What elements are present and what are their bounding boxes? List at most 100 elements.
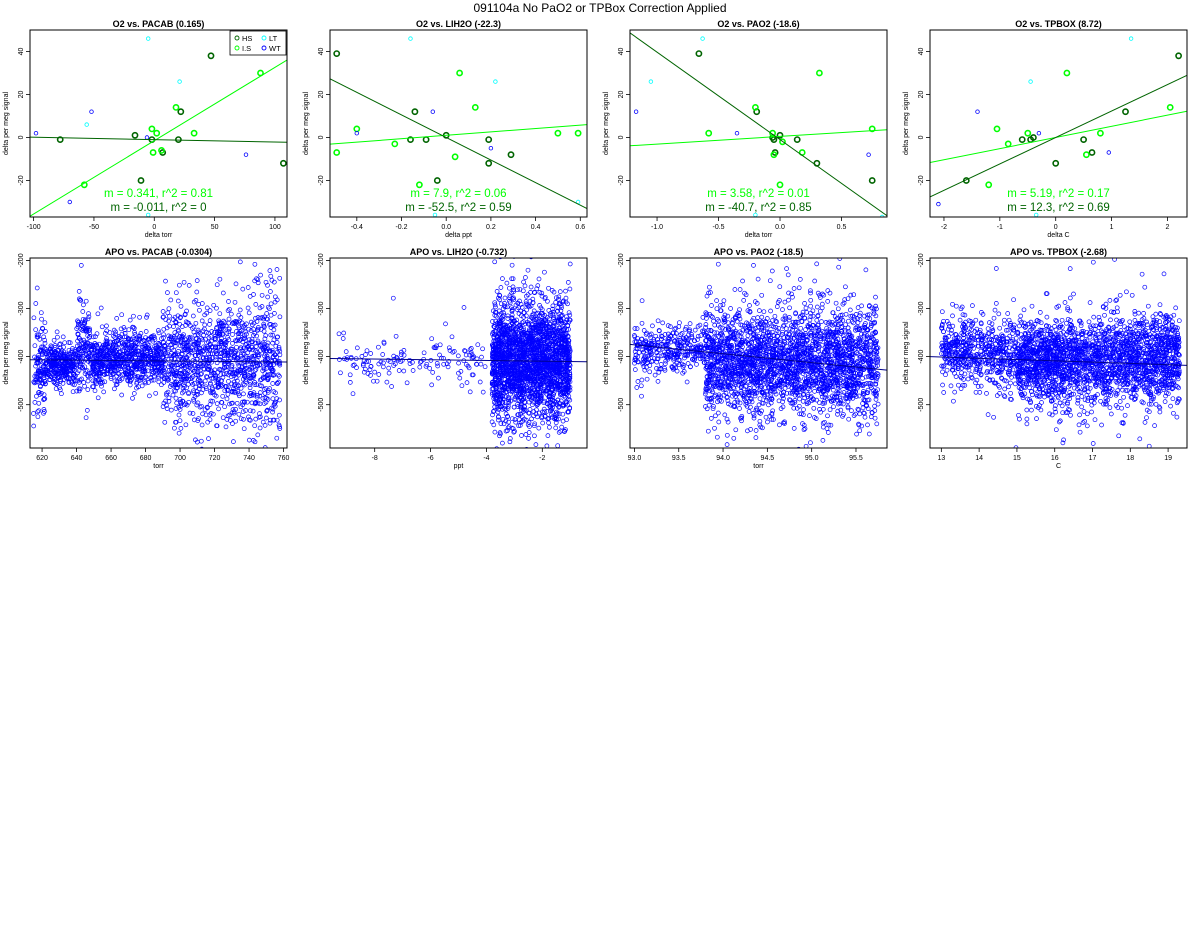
data-point [208, 373, 214, 379]
data-point [67, 372, 73, 378]
data-point [243, 377, 249, 383]
x-axis-label: delta C [1047, 232, 1069, 239]
data-point [347, 380, 353, 385]
data-point [104, 348, 110, 353]
data-point [264, 408, 270, 414]
data-point [157, 343, 163, 349]
data-point [208, 382, 213, 387]
data-point [85, 316, 91, 322]
data-point [252, 380, 258, 385]
data-point [223, 340, 229, 346]
data-point [147, 362, 152, 368]
data-point [79, 364, 85, 370]
data-point [256, 354, 262, 359]
data-point [42, 337, 48, 343]
data-point [71, 358, 77, 364]
data-point [206, 366, 212, 372]
data-point [76, 380, 82, 385]
data-point [55, 375, 60, 381]
data-point [238, 353, 244, 359]
data-point [112, 368, 118, 374]
data-point [41, 392, 47, 398]
data-point [478, 361, 484, 367]
data-point [240, 336, 246, 342]
y-tick-label: 0 [318, 135, 325, 139]
data-point [550, 414, 555, 420]
data-point [503, 428, 509, 434]
data-point [78, 298, 84, 303]
data-point [125, 377, 130, 383]
data-point-lt [493, 79, 498, 84]
y-tick-label: -500 [18, 398, 25, 412]
data-point [277, 426, 283, 431]
data-point [207, 402, 213, 407]
data-point [34, 393, 39, 399]
data-point [176, 430, 182, 436]
data-point [54, 329, 60, 335]
data-point [227, 370, 232, 376]
data-point [245, 305, 251, 311]
data-point [102, 379, 108, 385]
data-point [166, 395, 172, 401]
x-tick-label: -1.0 [651, 224, 663, 231]
data-point [246, 437, 252, 443]
data-point [137, 333, 142, 339]
data-point [249, 400, 255, 406]
data-point [360, 363, 366, 368]
data-point [200, 411, 205, 417]
data-point [191, 329, 197, 335]
data-point [386, 370, 392, 376]
data-point [219, 336, 224, 342]
data-point [227, 358, 232, 364]
data-point [229, 381, 235, 387]
data-point [177, 418, 183, 424]
data-point [567, 261, 573, 267]
data-point [82, 321, 88, 327]
data-point [395, 356, 400, 362]
data-point [42, 340, 48, 346]
data-point [228, 311, 234, 317]
data-point [211, 302, 217, 308]
data-point [116, 336, 122, 341]
data-point [101, 389, 107, 395]
data-point [381, 360, 386, 366]
data-point [137, 333, 143, 339]
data-point [516, 412, 521, 417]
data-point-hs [56, 136, 64, 143]
data-point [224, 396, 230, 402]
data-point [31, 423, 37, 429]
fit-line-1 [630, 129, 887, 147]
data-point [557, 391, 563, 396]
data-point [214, 330, 220, 335]
data-point [48, 346, 54, 352]
data-point-is [705, 129, 713, 137]
data-point-is [1097, 129, 1104, 137]
x-tick-label: -2 [941, 224, 947, 231]
y-axis-label: delta per meg signal [3, 92, 10, 155]
data-point [203, 384, 209, 390]
data-point [271, 354, 276, 359]
data-point [139, 339, 145, 344]
data-point [80, 316, 86, 322]
data-point [446, 345, 452, 351]
data-point [165, 378, 171, 383]
data-point [186, 391, 191, 397]
data-point [75, 332, 81, 337]
data-point-lt [1128, 36, 1134, 41]
data-point [57, 385, 62, 390]
data-point-wt [936, 201, 941, 207]
data-point [66, 354, 72, 360]
data-point [75, 378, 81, 384]
data-point [492, 259, 498, 265]
data-point [214, 351, 220, 357]
data-point [361, 369, 367, 375]
data-point [94, 381, 99, 386]
data-point [191, 390, 197, 396]
data-point [258, 272, 263, 278]
data-point [491, 422, 497, 428]
data-point [230, 341, 235, 346]
data-point [116, 334, 122, 339]
data-point [86, 314, 92, 320]
data-point-wt [866, 152, 871, 157]
